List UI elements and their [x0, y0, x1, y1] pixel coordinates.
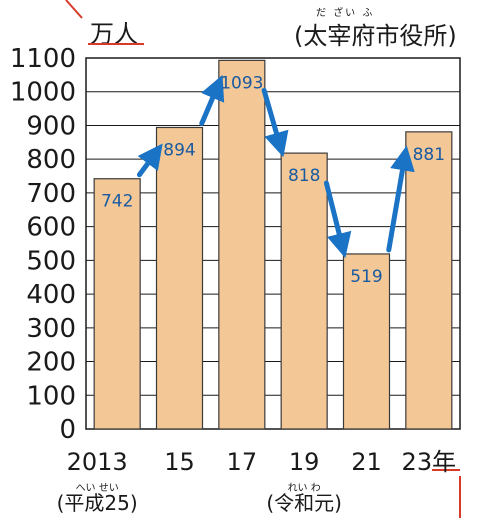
source-label: (太宰府市役所)	[294, 22, 457, 50]
y-tick-label: 100	[26, 381, 76, 411]
x-tick-label: 21	[351, 448, 382, 476]
y-tick-label: 700	[26, 179, 76, 209]
bar-23年	[405, 131, 453, 430]
y-tick-label: 500	[26, 246, 76, 276]
y-tick-label: 1000	[10, 78, 76, 108]
value-label: 881	[413, 145, 445, 165]
y-tick-label: 900	[26, 111, 76, 141]
value-label: 894	[163, 140, 195, 160]
trend-arrow-up	[199, 74, 225, 126]
trend-arrow-down	[261, 87, 289, 158]
y-tick-label: 200	[26, 348, 76, 378]
y-tick-label: 300	[26, 314, 76, 344]
y-tick-label: 800	[26, 145, 76, 175]
y-tick-label: 1100	[10, 44, 76, 74]
era-label: (令和元)	[266, 491, 342, 515]
plot-frame	[85, 57, 461, 430]
era-ruby: れい わ	[288, 482, 321, 494]
x-tick-label: 23年	[402, 448, 457, 476]
value-label: 1093	[220, 73, 263, 93]
x-tick-label: 19	[289, 448, 320, 476]
x-tick-label: 17	[227, 448, 258, 476]
bar-2013	[93, 178, 141, 430]
bar-19	[280, 152, 328, 430]
value-label: 742	[101, 192, 133, 212]
value-label: 519	[350, 267, 382, 287]
value-label: 818	[288, 166, 320, 186]
bar-17	[218, 59, 266, 430]
y-tick-label: 600	[26, 213, 76, 243]
x-tick-label: 2013	[67, 448, 128, 476]
x-tick-label: 15	[164, 448, 195, 476]
bar-21	[342, 253, 391, 430]
source-ruby: だ ざい ふ	[316, 8, 375, 19]
accent-stroke-top	[65, 0, 83, 19]
bar-15	[155, 126, 204, 430]
y-tick-label: 400	[26, 280, 76, 310]
y-tick-label: 0	[59, 415, 76, 445]
era-ruby: へい せい	[76, 482, 119, 494]
trend-arrow-up	[136, 143, 163, 178]
trend-arrow-up	[386, 145, 415, 253]
era-label: (平成25)	[57, 491, 138, 515]
trend-arrow-down	[323, 180, 352, 259]
